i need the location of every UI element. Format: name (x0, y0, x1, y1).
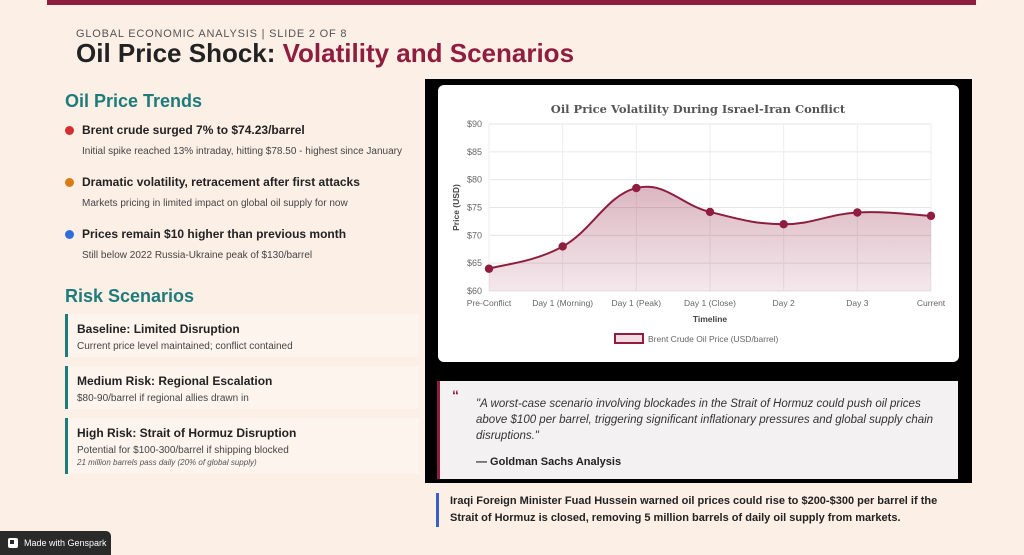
data-point (853, 208, 862, 217)
chart-card: Oil Price Volatility During Israel-Iran … (438, 85, 959, 362)
bullet-dot-icon (65, 178, 74, 187)
quote-source: — Goldman Sachs Analysis (476, 456, 622, 468)
trend-title: Dramatic volatility, retracement after f… (82, 175, 360, 189)
chart-title: Oil Price Volatility During Israel-Iran … (551, 102, 846, 116)
bullet-dot-icon (65, 230, 74, 239)
risk-note: 21 million barrels pass daily (20% of gl… (77, 458, 257, 467)
x-tick-label: Day 3 (846, 298, 868, 308)
bullet-dot-icon (65, 126, 74, 135)
trend-title: Brent crude surged 7% to $74.23/barrel (82, 123, 305, 137)
x-axis-title: Timeline (693, 314, 728, 324)
made-with-badge[interactable]: Made with Genspark (0, 531, 111, 555)
quote-mark-icon: “ (452, 387, 459, 403)
trends-heading: Oil Price Trends (65, 91, 203, 111)
y-tick-label: $80 (467, 175, 482, 185)
data-point (926, 211, 936, 221)
trend-subtitle: Still below 2022 Russia-Ukraine peak of … (82, 250, 313, 261)
slide-eyebrow: GLOBAL ECONOMIC ANALYSIS | SLIDE 2 OF 8 (76, 28, 348, 40)
trend-title: Prices remain $10 higher than previous m… (82, 227, 347, 241)
y-tick-label: $90 (467, 119, 482, 129)
y-tick-label: $60 (467, 286, 482, 296)
x-tick-label: Day 1 (Peak) (612, 298, 662, 308)
data-point (484, 264, 494, 273)
risk-card: High Risk: Strait of Hormuz Disruption P… (65, 418, 419, 474)
trend-item: Brent crude surged 7% to $74.23/barrel I… (65, 123, 425, 163)
trend-subtitle: Markets pricing in limited impact on glo… (82, 198, 348, 209)
x-tick-label: Day 1 (Close) (684, 298, 736, 308)
legend-swatch (614, 333, 644, 344)
data-point (779, 220, 788, 229)
data-point (705, 207, 715, 217)
quote-text: "A worst-case scenario involving blockad… (476, 398, 934, 442)
trend-item: Dramatic volatility, retracement after f… (65, 175, 425, 215)
badge-label: Made with Genspark (24, 538, 107, 548)
x-tick-label: Pre-Conflict (467, 298, 512, 308)
trend-item: Prices remain $10 higher than previous m… (65, 227, 425, 267)
series-area (489, 186, 931, 291)
x-tick-label: Current (917, 298, 946, 308)
x-tick-label: Day 2 (773, 298, 795, 308)
trend-subtitle: Initial spike reached 13% intraday, hitt… (82, 146, 403, 157)
risk-title: High Risk: Strait of Hormuz Disruption (77, 426, 297, 440)
legend-label: Brent Crude Oil Price (USD/barrel) (648, 334, 779, 344)
y-tick-label: $65 (467, 258, 482, 268)
quote-block: “ "A worst-case scenario involving block… (437, 381, 958, 479)
top-accent-bar (47, 0, 976, 5)
risk-subtitle: Potential for $100-300/barrel if shippin… (77, 445, 289, 456)
risk-title: Medium Risk: Regional Escalation (77, 374, 273, 388)
y-tick-label: $85 (467, 147, 482, 157)
risk-subtitle: $80-90/barrel if regional allies drawn i… (77, 393, 249, 404)
y-tick-label: $70 (467, 230, 482, 240)
risk-card: Medium Risk: Regional Escalation $80-90/… (65, 366, 419, 409)
x-tick-label: Day 1 (Morning) (532, 298, 593, 308)
title-accent: Volatility and Scenarios (282, 38, 575, 68)
risk-card: Baseline: Limited Disruption Current pri… (65, 314, 419, 357)
genspark-logo-icon (8, 538, 18, 548)
page-title: Oil Price Shock: Volatility and Scenario… (76, 38, 574, 69)
risk-title: Baseline: Limited Disruption (77, 322, 240, 336)
risks-heading: Risk Scenarios (65, 286, 195, 306)
risk-subtitle: Current price level maintained; conflict… (77, 341, 293, 352)
y-axis-title: Price (USD) (451, 184, 461, 231)
data-point (558, 242, 567, 251)
callout-text: Iraqi Foreign Minister Fuad Hussein warn… (436, 493, 966, 527)
y-tick-label: $75 (467, 203, 482, 213)
oil-price-chart: Oil Price Volatility During Israel-Iran … (451, 102, 946, 344)
title-main: Oil Price Shock: (76, 38, 283, 68)
data-point (632, 183, 641, 193)
